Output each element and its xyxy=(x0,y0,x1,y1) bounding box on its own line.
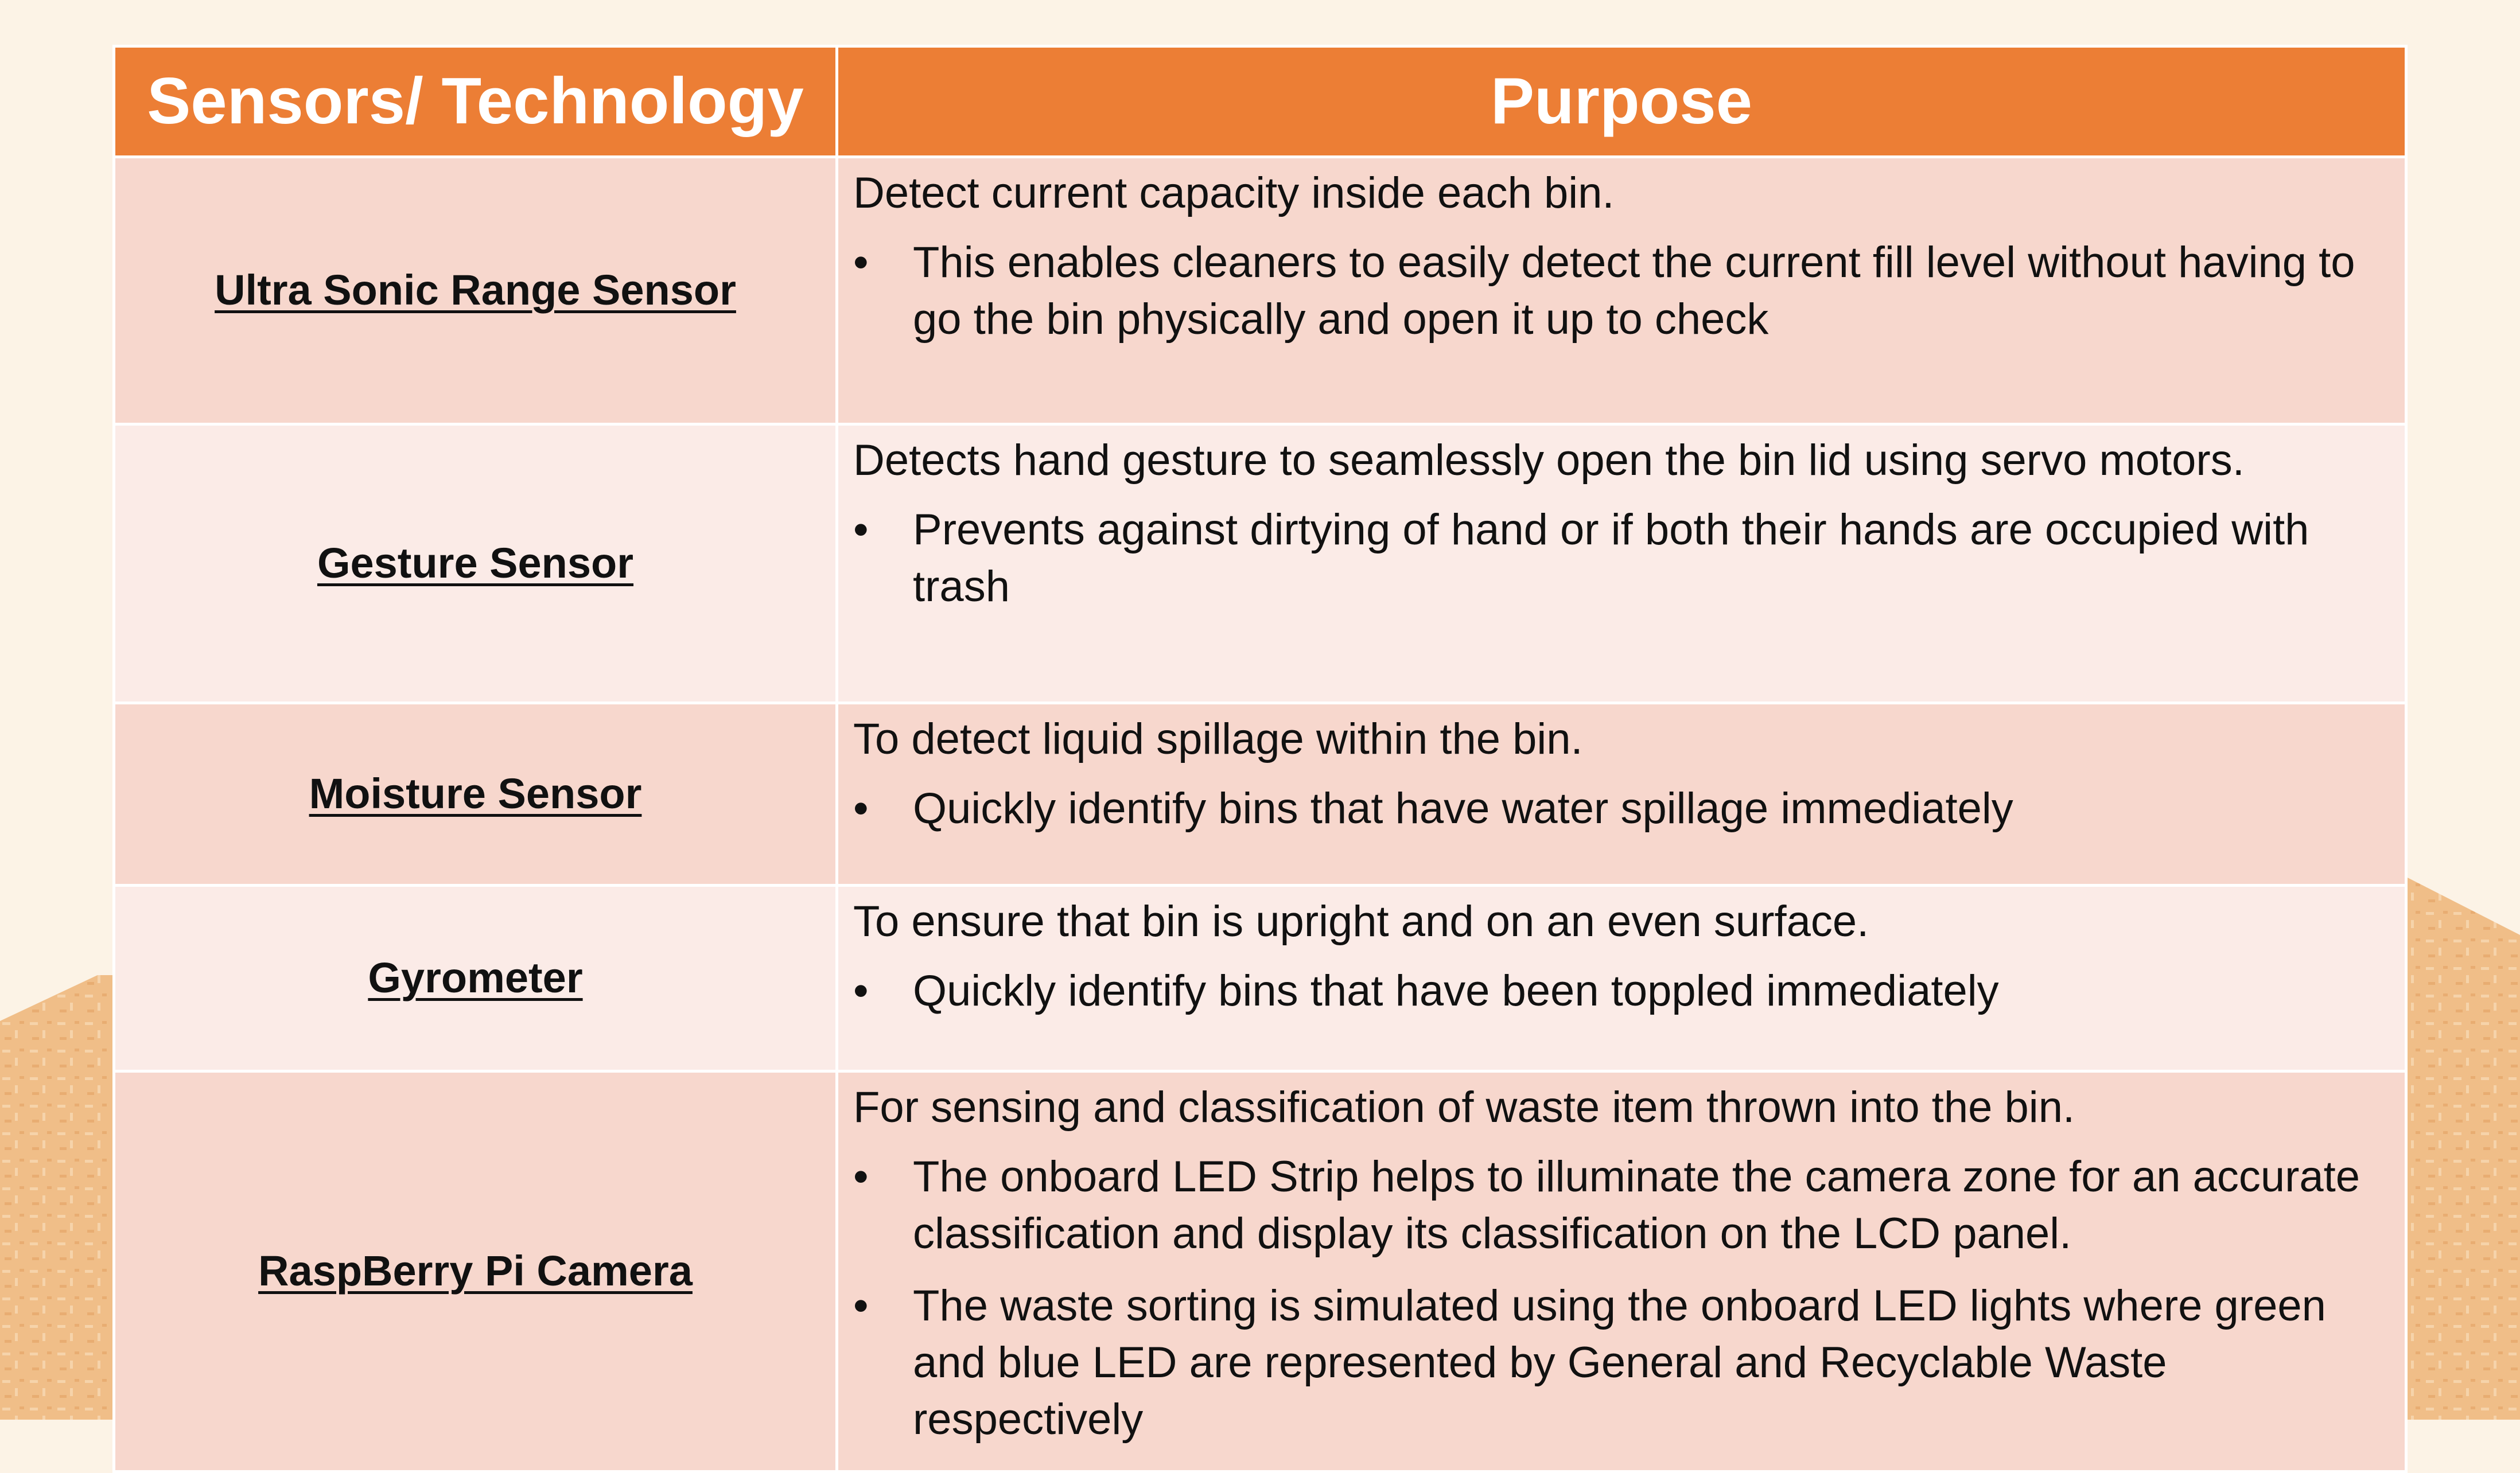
table-row: Gesture Sensor Detects hand gesture to s… xyxy=(112,423,2408,704)
bullet-icon: • xyxy=(853,1281,869,1331)
bullet-text: Prevents against dirtying of hand or if … xyxy=(913,505,2309,611)
list-item: • The waste sorting is simulated using th… xyxy=(853,1278,2393,1448)
bullet-icon: • xyxy=(853,966,869,1015)
bullet-text: The waste sorting is simulated using the… xyxy=(913,1281,2326,1444)
purpose-bullet-list: • The onboard LED Strip helps to illumina… xyxy=(853,1149,2393,1448)
list-item: • Quickly identify bins that have water s… xyxy=(853,781,2393,837)
purpose-lead: To ensure that bin is upright and on an … xyxy=(853,897,1869,946)
header-purpose: Purpose xyxy=(835,45,2408,158)
bullet-text: Quickly identify bins that have water sp… xyxy=(913,784,2013,833)
bullet-icon: • xyxy=(853,237,869,287)
sensor-name: Ultra Sonic Range Sensor xyxy=(215,266,736,314)
sensor-cell: Moisture Sensor xyxy=(112,702,838,887)
purpose-bullet-list: • Quickly identify bins that have water s… xyxy=(853,781,2393,837)
list-item: • Prevents against dirtying of hand or if… xyxy=(853,502,2393,615)
bullet-icon: • xyxy=(853,784,869,833)
list-item: • The onboard LED Strip helps to illumina… xyxy=(853,1149,2393,1262)
purpose-cell: Detect current capacity inside each bin.… xyxy=(835,155,2408,426)
table-row: RaspBerry Pi Camera For sensing and clas… xyxy=(112,1070,2408,1473)
table-row: Ultra Sonic Range Sensor Detect current … xyxy=(112,155,2408,426)
purpose-lead: To detect liquid spillage within the bin… xyxy=(853,715,1583,763)
purpose-lead: For sensing and classification of waste … xyxy=(853,1083,2075,1132)
table-row: Gyrometer To ensure that bin is upright … xyxy=(112,884,2408,1073)
bullet-icon: • xyxy=(853,505,869,554)
sensor-cell: Ultra Sonic Range Sensor xyxy=(112,155,838,426)
sensors-table: Sensors/ Technology Purpose Ultra Sonic … xyxy=(112,45,2408,1473)
list-item: • Quickly identify bins that have been to… xyxy=(853,963,2393,1020)
purpose-cell: For sensing and classification of waste … xyxy=(835,1070,2408,1473)
purpose-bullet-list: • This enables cleaners to easily detect … xyxy=(853,235,2393,348)
purpose-cell: To detect liquid spillage within the bin… xyxy=(835,702,2408,887)
bullet-text: This enables cleaners to easily detect t… xyxy=(913,237,2355,344)
sensor-cell: RaspBerry Pi Camera xyxy=(112,1070,838,1473)
sensor-cell: Gyrometer xyxy=(112,884,838,1073)
sensor-name: Gyrometer xyxy=(368,954,583,1002)
sensor-name: RaspBerry Pi Camera xyxy=(258,1246,693,1295)
sensor-name: Gesture Sensor xyxy=(317,539,634,587)
purpose-lead: Detect current capacity inside each bin. xyxy=(853,169,1615,217)
purpose-bullet-list: • Prevents against dirtying of hand or if… xyxy=(853,502,2393,615)
bullet-icon: • xyxy=(853,1152,869,1201)
bullet-text: Quickly identify bins that have been top… xyxy=(913,966,1999,1015)
sensor-name: Moisture Sensor xyxy=(309,770,642,818)
bullet-text: The onboard LED Strip helps to illuminat… xyxy=(913,1152,2360,1258)
header-sensors-technology: Sensors/ Technology xyxy=(112,45,838,158)
purpose-lead: Detects hand gesture to seamlessly open … xyxy=(853,436,2245,485)
table-header-row: Sensors/ Technology Purpose xyxy=(112,45,2408,158)
sensor-cell: Gesture Sensor xyxy=(112,423,838,704)
purpose-bullet-list: • Quickly identify bins that have been to… xyxy=(853,963,2393,1020)
purpose-cell: Detects hand gesture to seamlessly open … xyxy=(835,423,2408,704)
list-item: • This enables cleaners to easily detect … xyxy=(853,235,2393,348)
table-row: Moisture Sensor To detect liquid spillag… xyxy=(112,702,2408,887)
purpose-cell: To ensure that bin is upright and on an … xyxy=(835,884,2408,1073)
